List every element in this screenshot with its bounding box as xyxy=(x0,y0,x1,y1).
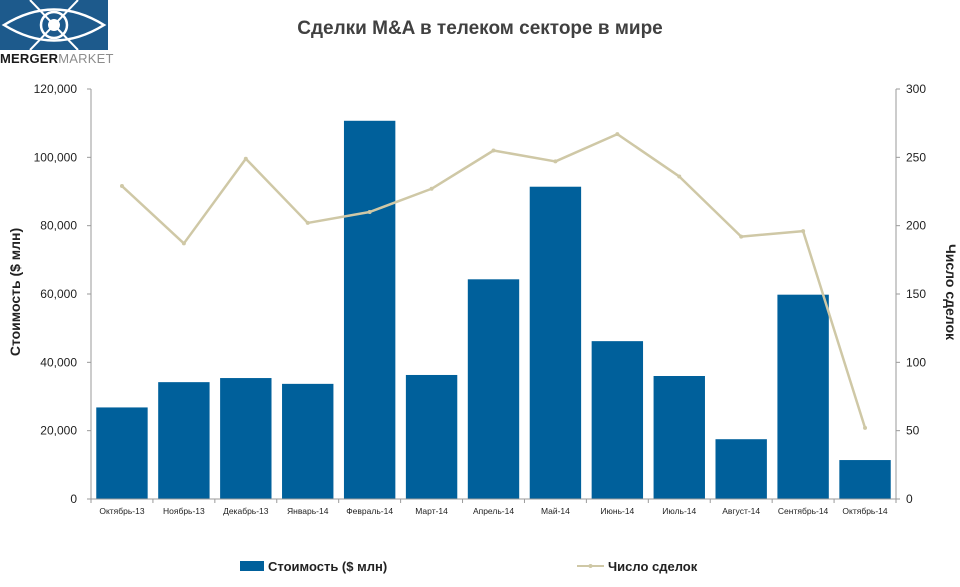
bar xyxy=(96,407,148,499)
bar xyxy=(158,382,210,499)
line-point xyxy=(491,148,496,153)
logo-emblem xyxy=(0,0,108,51)
bar xyxy=(282,383,334,499)
bar xyxy=(220,378,272,499)
y2-axis-label: Число сделок xyxy=(943,244,959,341)
line-series xyxy=(119,132,868,430)
x-tick-label: Апрель-14 xyxy=(473,506,514,516)
x-tick-label: Июль-14 xyxy=(662,506,696,516)
x-tick-label: Февраль-14 xyxy=(346,506,393,516)
x-tick-label: Октябрь-14 xyxy=(842,506,888,516)
line-point xyxy=(181,241,186,246)
x-tick-label: Март-14 xyxy=(415,506,448,516)
y2-tick-label: 0 xyxy=(906,492,913,506)
bar xyxy=(467,279,520,499)
line-point xyxy=(739,234,744,239)
y-tick-label: 0 xyxy=(70,492,77,506)
y-tick-label: 20,000 xyxy=(40,424,77,438)
y2-tick-label: 200 xyxy=(906,219,926,233)
bar-series xyxy=(96,120,891,500)
line-point xyxy=(429,186,434,191)
y-tick-label: 60,000 xyxy=(40,287,77,301)
line-point xyxy=(863,425,868,430)
line-point xyxy=(367,210,372,214)
y-axis-label: Стоимость ($ млн) xyxy=(7,228,23,356)
legend-line-label: Число сделок xyxy=(608,559,698,574)
y-axis-ticks: 0 20,000 40,000 60,000 80,000 100,000 120,000 xyxy=(34,82,91,506)
x-tick-label: Ноябрь-13 xyxy=(163,506,205,516)
x-tick-label: Октябрь-13 xyxy=(99,506,145,516)
y2-tick-label: 100 xyxy=(906,355,926,369)
legend: Стоимость ($ млн) Число сделок xyxy=(240,559,698,574)
x-tick-label: Май-14 xyxy=(541,506,570,516)
y-tick-label: 100,000 xyxy=(34,150,78,164)
line-point xyxy=(615,132,620,137)
y2-axis-ticks: 0 50 100 150 200 250 300 xyxy=(896,82,926,506)
line-point xyxy=(677,174,682,179)
bar xyxy=(715,439,767,499)
x-tick-label: Июнь-14 xyxy=(600,506,634,516)
bar xyxy=(591,341,644,499)
line-point xyxy=(553,159,558,164)
bar xyxy=(529,186,582,499)
logo-wordmark: MERGERMARKET xyxy=(0,51,114,66)
y-tick-label: 40,000 xyxy=(40,355,77,369)
legend-bar-label: Стоимость ($ млн) xyxy=(268,559,387,574)
bar xyxy=(839,460,891,499)
legend-line-marker xyxy=(588,564,593,568)
bar xyxy=(653,376,705,499)
x-tick-label: Сентябрь-14 xyxy=(778,506,829,516)
y-tick-label: 120,000 xyxy=(34,82,78,96)
line-point xyxy=(305,220,310,225)
line-point xyxy=(243,156,248,161)
eye-icon xyxy=(1,0,107,51)
y2-tick-label: 50 xyxy=(906,424,920,438)
y2-tick-label: 300 xyxy=(906,82,926,96)
line-point xyxy=(119,184,124,189)
y2-tick-label: 250 xyxy=(906,150,926,164)
mergermarket-logo: MERGERMARKET xyxy=(0,0,113,66)
bar xyxy=(405,374,458,499)
bar xyxy=(777,294,829,499)
x-axis-ticks: Октябрь-13 Ноябрь-13 Декабрь-13 Январь-14 Фе… xyxy=(90,499,897,516)
y-tick-label: 80,000 xyxy=(40,219,77,233)
x-tick-label: Август-14 xyxy=(722,506,760,516)
y2-tick-label: 150 xyxy=(906,287,926,301)
line-point xyxy=(801,229,806,234)
chart-title: Сделки M&A в телеком секторе в мире xyxy=(297,18,663,39)
bar xyxy=(343,120,396,500)
x-tick-label: Декабрь-13 xyxy=(223,506,269,516)
x-tick-label: Январь-14 xyxy=(287,506,329,516)
legend-bar-swatch xyxy=(240,561,264,571)
